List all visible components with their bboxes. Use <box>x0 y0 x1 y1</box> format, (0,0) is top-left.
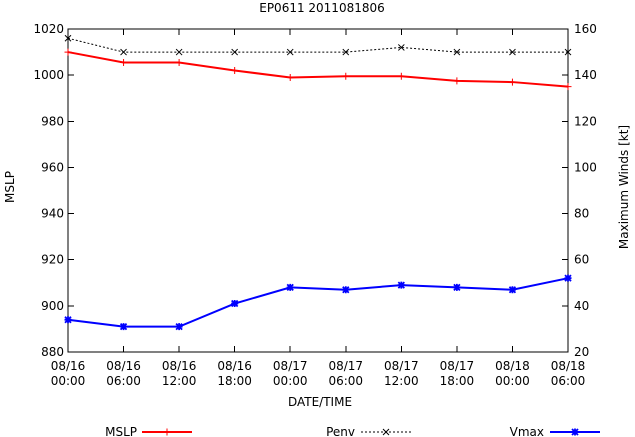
series-line-penv <box>67 37 568 53</box>
data-point-vmax <box>508 286 517 294</box>
y-left-tick-label: 960 <box>41 160 64 174</box>
x-tick-label-date: 08/17 <box>384 359 419 373</box>
data-point-mslp <box>508 78 516 86</box>
x-tick-label-date: 08/16 <box>51 359 86 373</box>
data-point-vmax <box>231 299 239 308</box>
y-axis-right-label: Maximum Winds [kt] <box>617 125 631 249</box>
x-tick-label-date: 08/18 <box>495 359 530 373</box>
plot-frame <box>67 28 569 353</box>
series-vmax <box>64 274 572 331</box>
y-right-tick-label: 160 <box>574 22 597 36</box>
data-point-mslp <box>397 72 405 80</box>
x-tick-label-date: 08/17 <box>328 359 363 373</box>
legend: MSLP Penv Vmax <box>105 425 600 437</box>
y-axis-left-label: MSLP <box>3 171 17 203</box>
data-point-penv <box>453 48 461 56</box>
data-point-mslp <box>120 58 128 66</box>
x-tick-label-date: 08/16 <box>217 359 252 373</box>
y-axis-right: 20 40 60 80 100 120 140 160 <box>562 22 597 359</box>
legend-marker-penv <box>382 428 390 436</box>
legend-item-vmax: Vmax <box>510 425 600 437</box>
x-tick-label-date: 08/17 <box>273 359 308 373</box>
data-point-vmax <box>564 274 572 282</box>
y-left-tick-label: 1020 <box>33 22 64 36</box>
y-right-tick-label: 100 <box>574 160 597 174</box>
data-point-mslp <box>564 83 572 91</box>
y-left-tick-label: 980 <box>41 114 64 128</box>
data-point-penv <box>231 48 239 56</box>
y-left-tick-label: 920 <box>41 253 64 267</box>
y-right-tick-label: 40 <box>574 299 589 313</box>
y-left-tick-label: 940 <box>41 207 64 221</box>
data-point-vmax <box>453 283 461 292</box>
plot-border <box>67 28 569 353</box>
x-tick-label-time: 06:00 <box>328 374 363 388</box>
x-tick-label-time: 00:00 <box>495 374 530 388</box>
y-right-tick-label: 80 <box>574 207 589 221</box>
x-tick-label-time: 06:00 <box>551 374 586 388</box>
x-tick-label-date: 08/16 <box>162 359 197 373</box>
y-right-tick-label: 120 <box>574 114 597 128</box>
x-tick-label-time: 18:00 <box>217 374 252 388</box>
data-point-mslp <box>286 73 294 81</box>
y-left-tick-label: 1000 <box>33 68 64 82</box>
data-point-vmax <box>286 283 294 292</box>
data-point-vmax <box>64 316 72 324</box>
data-point-vmax <box>342 286 350 294</box>
series-penv <box>64 34 572 56</box>
x-tick-label-date: 08/16 <box>106 359 141 373</box>
data-point-vmax <box>175 322 183 331</box>
x-tick-label-time: 12:00 <box>384 374 419 388</box>
x-axis-label: DATE/TIME <box>288 395 352 409</box>
legend-marker-mslp <box>163 428 171 436</box>
series-layer <box>64 34 572 331</box>
data-point-vmax <box>119 322 128 331</box>
data-point-penv <box>286 48 294 56</box>
data-point-penv <box>397 44 405 51</box>
y-right-tick-label: 20 <box>574 345 589 359</box>
x-tick-label-time: 00:00 <box>51 374 86 388</box>
y-right-tick-label: 140 <box>574 68 597 82</box>
legend-label-penv: Penv <box>326 425 355 437</box>
data-point-penv <box>342 48 350 56</box>
legend-label-mslp: MSLP <box>105 425 137 437</box>
legend-label-vmax: Vmax <box>510 425 544 437</box>
data-point-mslp <box>175 58 183 66</box>
data-point-penv <box>509 48 516 56</box>
y-left-tick-label: 900 <box>41 299 64 313</box>
legend-marker-vmax <box>571 428 579 436</box>
data-point-penv <box>564 48 572 56</box>
x-tick-label-time: 00:00 <box>273 374 308 388</box>
x-tick-label-date: 08/18 <box>551 359 586 373</box>
data-point-mslp <box>231 67 239 75</box>
legend-item-penv: Penv <box>326 425 411 437</box>
data-point-mslp <box>453 77 461 85</box>
data-point-mslp <box>342 72 350 80</box>
data-point-vmax <box>397 281 405 289</box>
data-point-penv <box>64 34 72 42</box>
series-line-vmax <box>67 277 569 328</box>
x-tick-label-time: 18:00 <box>440 374 475 388</box>
x-tick-label-date: 08/17 <box>440 359 475 373</box>
y-right-tick-label: 60 <box>574 253 589 267</box>
x-tick-label-time: 06:00 <box>106 374 141 388</box>
y-left-tick-label: 880 <box>41 345 64 359</box>
chart-title: EP0611 2011081806 <box>259 1 385 15</box>
data-point-penv <box>120 48 127 56</box>
x-tick-label-time: 12:00 <box>162 374 197 388</box>
y-axis-left: 880 900 920 940 960 980 1000 1020 <box>33 22 568 359</box>
x-axis: 08/1600:0008/1606:0008/1612:0008/1618:00… <box>51 29 586 388</box>
series-mslp <box>64 48 572 91</box>
data-point-mslp <box>64 48 72 56</box>
data-point-penv <box>175 48 183 56</box>
series-line-mslp <box>67 51 569 88</box>
legend-item-mslp: MSLP <box>105 425 192 437</box>
